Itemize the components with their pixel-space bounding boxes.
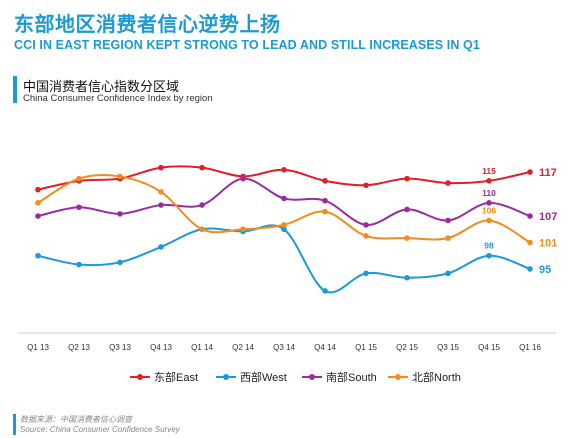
x-tick-label: Q1 15 xyxy=(355,343,377,352)
data-point xyxy=(199,226,205,233)
subtitle-accent-bar xyxy=(13,76,17,103)
data-point xyxy=(35,200,41,206)
legend-item-3: 北部North xyxy=(388,370,461,384)
cci-line-chart: Q1 13 Q2 13 Q3 13 Q4 13 Q1 14 Q2 14 Q3 14 Q4 14… xyxy=(18,164,557,384)
data-point xyxy=(35,186,41,193)
data-point xyxy=(240,175,246,182)
data-point xyxy=(240,226,246,233)
data-point xyxy=(281,226,287,233)
data-point xyxy=(404,175,410,182)
data-point xyxy=(322,288,328,294)
data-point xyxy=(404,206,410,213)
data-point xyxy=(322,178,328,184)
legend-label: 北部North xyxy=(412,370,461,384)
source-note-en: Source: China Consumer Confidence Survey xyxy=(20,425,180,434)
x-tick-label: Q2 15 xyxy=(396,343,418,352)
legend-label: 南部South xyxy=(326,370,377,384)
data-point xyxy=(76,204,82,211)
chart-subtitle-cn: 中国消费者信心指数分区域 xyxy=(23,79,180,94)
x-tick-label: Q4 15 xyxy=(478,343,500,352)
legend-label: 西部West xyxy=(240,370,287,384)
data-point xyxy=(486,200,492,206)
data-point xyxy=(363,222,369,228)
data-label: 117 xyxy=(539,167,557,179)
data-point xyxy=(35,252,41,259)
x-tick-label: Q1 14 xyxy=(191,343,213,352)
data-point xyxy=(117,259,123,266)
data-point xyxy=(322,208,328,215)
data-point xyxy=(281,167,287,173)
page-title: 东部地区消费者信心逆势上扬 xyxy=(14,14,281,36)
data-point xyxy=(35,213,41,219)
data-point xyxy=(199,164,205,171)
x-tick-label: Q1 16 xyxy=(519,343,541,352)
data-point xyxy=(363,233,369,239)
series-line-3 xyxy=(37,173,531,244)
data-point xyxy=(281,222,287,228)
data-point xyxy=(158,202,164,208)
data-point xyxy=(527,213,533,219)
data-label: 107 xyxy=(539,211,557,223)
footer-accent-bar xyxy=(13,414,16,435)
x-tick-label: Q3 14 xyxy=(273,343,295,352)
data-label: 98 xyxy=(484,241,494,251)
data-point xyxy=(363,270,369,277)
data-point xyxy=(404,274,410,281)
data-labels: 115 117 98 95 110 107 106 101 xyxy=(482,166,557,276)
data-label: 101 xyxy=(539,238,557,250)
data-point xyxy=(76,261,82,268)
series-line-2 xyxy=(37,177,531,226)
data-point xyxy=(117,173,123,180)
data-point xyxy=(158,164,164,171)
data-point xyxy=(158,244,164,250)
data-label: 106 xyxy=(482,205,496,215)
x-tick-label: Q2 13 xyxy=(68,343,90,352)
x-tick-label: Q3 15 xyxy=(437,343,459,352)
data-point xyxy=(404,235,410,241)
source-note-cn: 数据来源：中国消费者信心调查 xyxy=(20,415,132,424)
data-point xyxy=(445,270,451,277)
x-tick-label: Q4 14 xyxy=(314,343,336,352)
data-point xyxy=(363,182,369,189)
data-point xyxy=(76,175,82,182)
data-point xyxy=(486,178,492,184)
chart-subtitle-en: China Consumer Confidence Index by regio… xyxy=(23,93,213,104)
legend: 东部East 西部West 南部South 北部North xyxy=(130,370,461,384)
series-lines xyxy=(35,164,533,294)
legend-label: 东部East xyxy=(154,370,198,384)
data-point xyxy=(486,217,492,224)
data-point xyxy=(117,211,123,217)
data-point xyxy=(322,197,328,204)
data-point xyxy=(199,202,205,208)
x-axis: Q1 13 Q2 13 Q3 13 Q4 13 Q1 14 Q2 14 Q3 14 Q4 14… xyxy=(18,332,556,352)
data-label: 115 xyxy=(482,166,496,176)
page-title-english: CCI IN EAST REGION KEPT STRONG TO LEAD A… xyxy=(14,38,480,52)
data-point xyxy=(527,239,533,246)
data-label: 95 xyxy=(539,264,551,276)
data-point xyxy=(527,169,533,175)
data-point xyxy=(445,235,451,241)
legend-item-1: 西部West xyxy=(216,370,287,384)
data-point xyxy=(281,195,287,202)
data-point xyxy=(445,180,451,186)
data-point xyxy=(158,189,164,195)
x-tick-label: Q4 13 xyxy=(150,343,172,352)
data-point xyxy=(486,252,492,259)
x-tick-label: Q1 13 xyxy=(27,343,49,352)
data-point xyxy=(445,217,451,224)
data-point xyxy=(527,266,533,272)
legend-item-0: 东部East xyxy=(130,370,198,384)
legend-item-2: 南部South xyxy=(302,370,377,384)
data-label: 110 xyxy=(482,188,496,198)
x-tick-label: Q2 14 xyxy=(232,343,254,352)
x-tick-label: Q3 13 xyxy=(109,343,131,352)
